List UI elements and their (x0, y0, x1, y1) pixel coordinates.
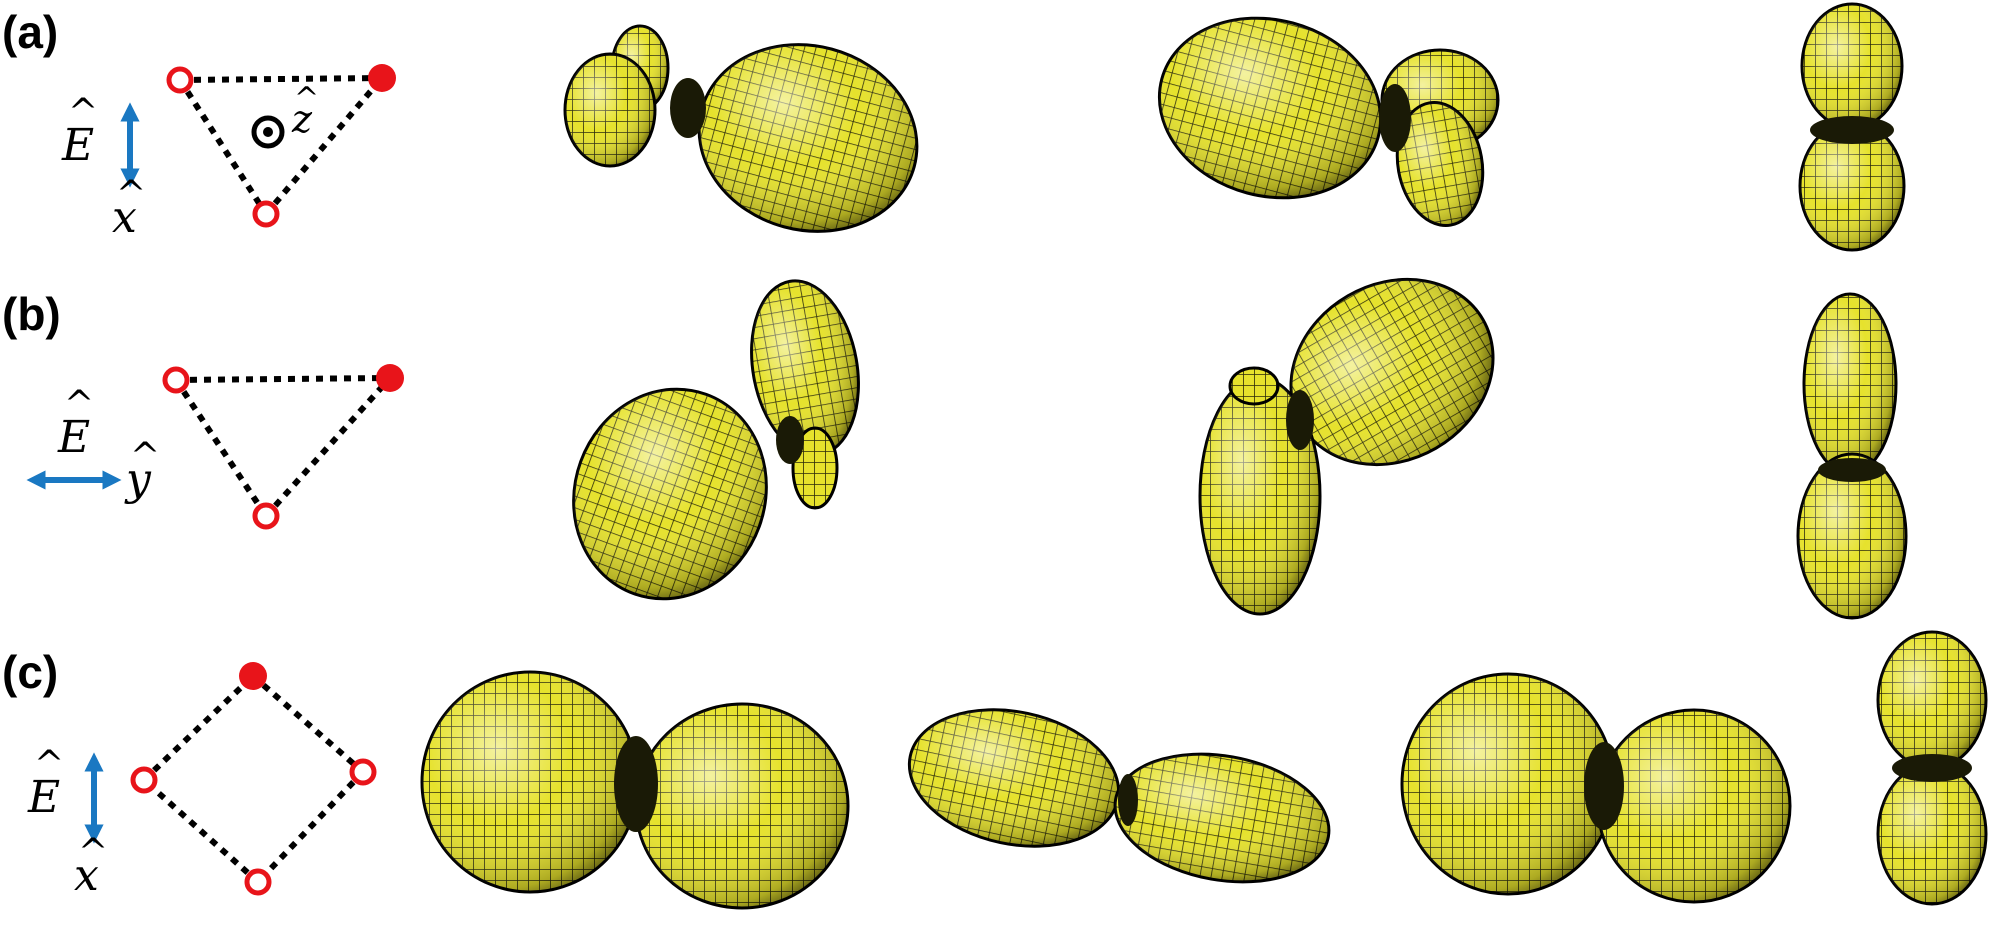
panel-c: (c) E ^ x ^ (2, 630, 1988, 910)
open-site (349, 758, 377, 786)
axis-symbol-c: x (74, 850, 99, 901)
triangle-lattice-a: z ^ (166, 64, 396, 228)
open-site (252, 502, 280, 530)
field-symbol-b: E (57, 412, 90, 463)
radiation-pattern-b1 (572, 279, 860, 601)
panel-label-a: (a) (2, 6, 58, 58)
bond (251, 673, 365, 775)
axis-hat-c: ^ (78, 832, 108, 873)
bond (177, 78, 269, 216)
panel-label-c: (c) (2, 646, 58, 698)
radiation-pattern-c2 (907, 708, 1331, 884)
bond (141, 777, 261, 885)
square-lattice-c (130, 662, 377, 896)
field-hat-b: ^ (64, 384, 94, 425)
filled-site (368, 64, 396, 92)
radiation-pattern-c4 (1876, 630, 1988, 906)
open-site (252, 200, 280, 228)
z-axis-symbol-a: z (291, 97, 313, 141)
panel-b: (b) E ^ y ^ (2, 277, 1908, 620)
open-site (162, 366, 190, 394)
z-axis-hat-a: ^ (294, 81, 319, 116)
filled-site (376, 364, 404, 392)
bond (175, 375, 391, 383)
bond (263, 375, 393, 519)
bond (255, 769, 366, 885)
radiation-pattern-a3 (1798, 2, 1906, 252)
radiation-pattern-c1 (420, 670, 850, 910)
field-hat-c: ^ (34, 744, 64, 785)
filled-site (239, 662, 267, 690)
field-symbol-a: E (61, 120, 94, 171)
open-site (130, 766, 158, 794)
field-hat-a: ^ (68, 92, 98, 133)
radiation-pattern-a2 (1157, 16, 1500, 227)
panel-label-b: (b) (2, 288, 61, 340)
radiation-pattern-c3 (1400, 672, 1792, 904)
bond (263, 76, 385, 216)
axis-hat-a: ^ (116, 174, 146, 215)
radiation-pattern-a1 (563, 24, 919, 233)
radiation-pattern-b2 (1198, 277, 1495, 616)
axis-hat-b: ^ (130, 436, 160, 477)
panel-a: (a) E ^ x ^ z ^ (2, 2, 1906, 252)
axis-symbol-a: x (112, 192, 137, 243)
bond (179, 75, 383, 83)
field-symbol-c: E (27, 772, 60, 823)
open-site (166, 66, 194, 94)
triangle-lattice-b (162, 364, 404, 530)
z-axis-out-of-page-icon (251, 115, 285, 149)
bond (173, 378, 269, 518)
open-site (244, 868, 272, 896)
axis-symbol-b: y (124, 454, 152, 505)
bond (141, 673, 256, 783)
radiation-pattern-b3 (1796, 292, 1908, 620)
